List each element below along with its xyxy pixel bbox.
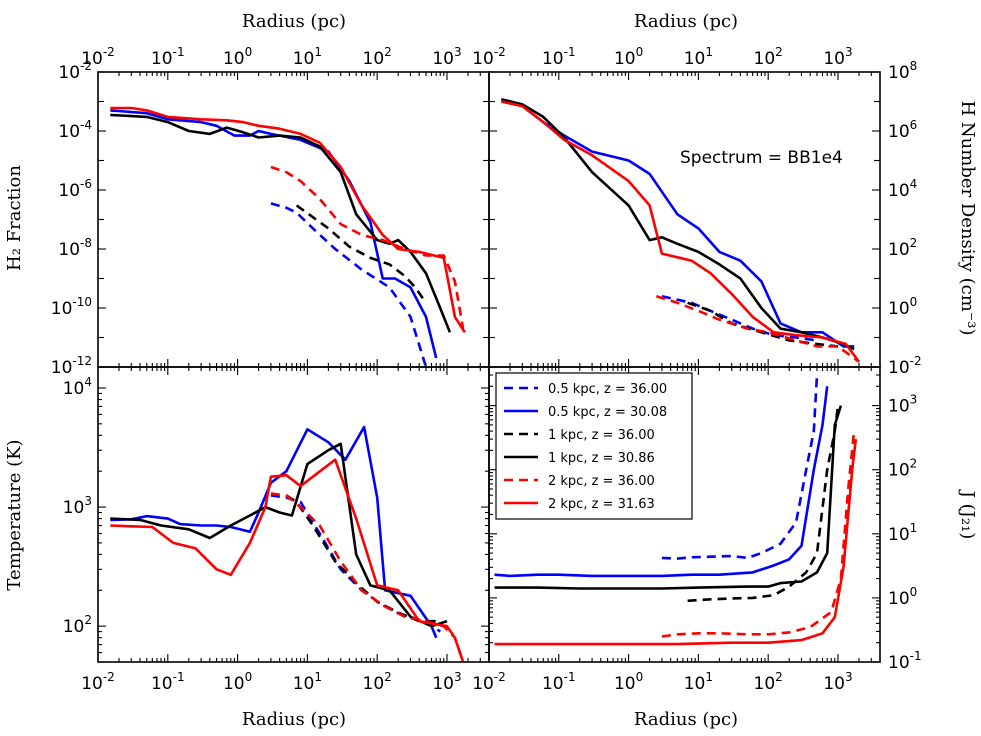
tick-label: 103 <box>432 670 461 694</box>
series-line-r31 <box>110 106 466 334</box>
bottom-xlabels: Radius (pc) Radius (pc) <box>242 709 738 730</box>
tick-label: 102 <box>754 45 783 69</box>
tick-label: 100 <box>614 670 643 694</box>
tick-label: 101 <box>293 45 322 69</box>
tick-label: 104 <box>888 177 917 201</box>
tick-label: 104 <box>63 375 92 399</box>
series-line-r31 <box>110 458 465 662</box>
legend-label-b30: 0.5 kpc, z = 30.08 <box>548 405 667 420</box>
top-xlabels: Radius (pc) Radius (pc) <box>242 11 738 32</box>
tick-label: 101 <box>684 45 713 69</box>
tick-label: 103 <box>888 393 917 417</box>
tick-label: 103 <box>823 670 852 694</box>
tick-label: 10-4 <box>58 118 92 142</box>
tick-label: 10-2 <box>58 59 92 83</box>
temperature-ylabel: Temperature (K) <box>4 439 25 590</box>
tick-label: 10-6 <box>58 177 92 201</box>
tick-label: 10-1 <box>542 670 576 694</box>
h2-ylabel: H₂ Fraction <box>4 165 25 271</box>
series-group <box>494 374 858 646</box>
tick-label: 100 <box>223 45 252 69</box>
tick-label: 10-2 <box>472 45 506 69</box>
legend: 0.5 kpc, z = 36.00 0.5 kpc, z = 30.08 1 kp… <box>495 372 693 520</box>
tick-label: 102 <box>363 45 392 69</box>
series-group <box>500 97 861 363</box>
series-line-r31 <box>501 100 861 363</box>
tick-label: 100 <box>223 670 252 694</box>
tick-label: 10-10 <box>51 295 92 319</box>
legend-label-b36: 0.5 kpc, z = 36.00 <box>548 382 667 397</box>
series-line-b30 <box>501 100 855 348</box>
legend-box <box>495 372 693 520</box>
tick-label: 100 <box>888 585 917 609</box>
top-right-xlabel: Radius (pc) <box>634 11 738 32</box>
spectrum-annotation: Spectrum = BB1e4 <box>680 148 843 168</box>
legend-label-r36: 2 kpc, z = 36.00 <box>548 474 655 489</box>
j-ylabel: J (J₂₁) <box>957 489 978 540</box>
top-left-xlabel: Radius (pc) <box>242 11 346 32</box>
tick-label: 10-1 <box>151 45 185 69</box>
series-line-k36 <box>295 204 428 304</box>
series-group <box>110 425 465 662</box>
panel-J: 10-2 10-1 100 101 102 103 10-1 100 101 102 103 <box>472 366 922 694</box>
series-group <box>110 106 466 367</box>
series-line-k36 <box>687 405 840 603</box>
tick-label: 103 <box>823 45 852 69</box>
tick-label: 102 <box>63 613 92 637</box>
series-line-r36 <box>656 295 860 363</box>
series-line-k30 <box>500 97 855 351</box>
tick-label: 100 <box>888 295 917 319</box>
series-line-r31 <box>494 438 858 646</box>
tick-label: 102 <box>754 670 783 694</box>
tick-label: 102 <box>888 457 917 481</box>
panel-density: 10-2 10-1 100 101 102 103 10-2 100 102 104 106 108 S… <box>472 45 921 378</box>
tick-label: 103 <box>63 494 92 518</box>
tick-label: 100 <box>614 45 643 69</box>
tick-label: 101 <box>293 670 322 694</box>
series-line-b30 <box>494 386 829 578</box>
series-line-r36 <box>270 165 465 329</box>
series-line-r36 <box>270 492 465 662</box>
tick-label: 10-2 <box>472 670 506 694</box>
tick-label: 10-1 <box>151 670 185 694</box>
tick-label: 103 <box>432 45 461 69</box>
tick-label: 101 <box>888 521 917 545</box>
tick-label: 10-1 <box>542 45 576 69</box>
tick-label: 102 <box>363 670 392 694</box>
tick-label: 10-12 <box>51 354 92 378</box>
bottom-left-xlabel: Radius (pc) <box>242 709 346 730</box>
series-line-k30 <box>110 442 448 628</box>
tick-label: 106 <box>888 118 917 142</box>
tick-label: 102 <box>888 236 917 260</box>
plot-panels: 10-2 10-1 100 101 102 103 10-12 10-10 10-8 10-6 10… <box>51 45 922 694</box>
bottom-right-xlabel: Radius (pc) <box>634 709 738 730</box>
series-line-k30 <box>110 113 452 333</box>
legend-label-k30: 1 kpc, z = 30.86 <box>548 451 655 466</box>
series-line-k30 <box>494 405 843 590</box>
tick-label: 10-2 <box>888 354 922 378</box>
tick-label: 10-2 <box>81 45 115 69</box>
panel-h2: 10-2 10-1 100 101 102 103 10-12 10-10 10-8 10-6 10… <box>51 45 490 378</box>
tick-label: 101 <box>684 670 713 694</box>
series-line-b36 <box>270 202 428 367</box>
legend-label-r31: 2 kpc, z = 31.63 <box>548 497 655 512</box>
tick-label: 10-2 <box>81 670 115 694</box>
tick-label: 10-1 <box>888 649 922 673</box>
density-ylabel: H Number Density (cm⁻³) <box>957 100 978 335</box>
legend-label-k36: 1 kpc, z = 36.00 <box>548 428 655 443</box>
tick-label: 108 <box>888 59 917 83</box>
panel-temperature: 10-2 10-1 100 101 102 103 102 103 104 <box>63 366 490 694</box>
tick-label: 10-8 <box>58 236 92 260</box>
series-line-b30 <box>110 109 438 359</box>
series-line-b36 <box>661 374 819 560</box>
series-line-r36 <box>661 430 856 638</box>
